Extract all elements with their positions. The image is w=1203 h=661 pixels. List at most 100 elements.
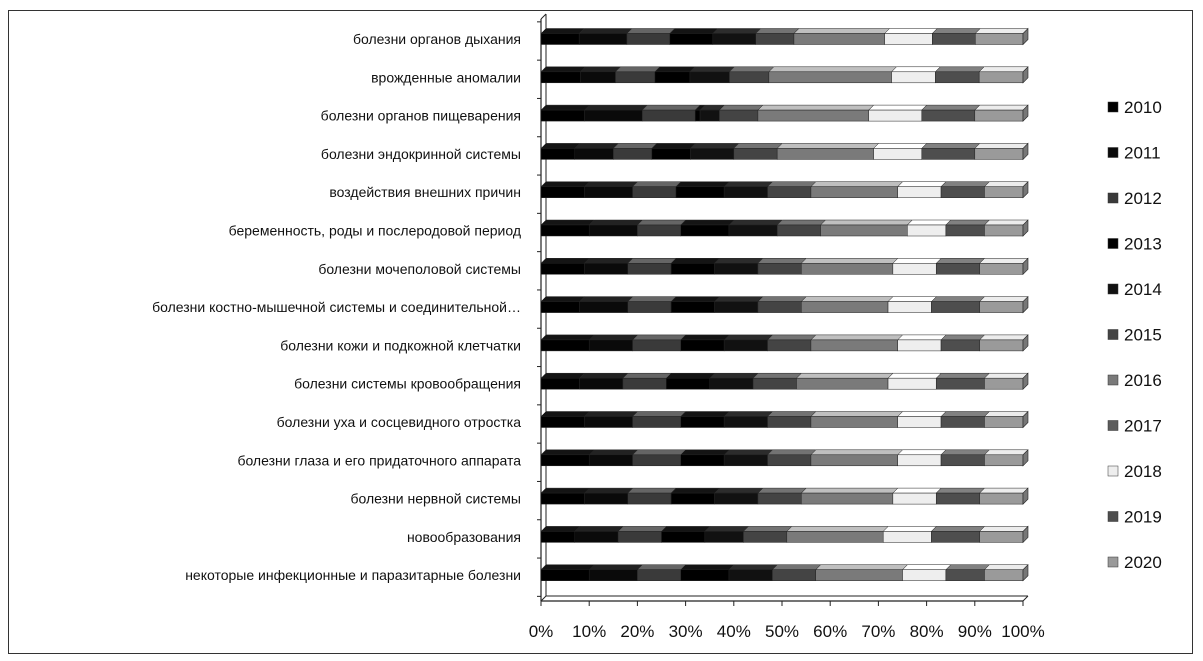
bar-segment-top xyxy=(930,526,986,532)
bar-segment-top xyxy=(670,258,721,264)
bar-segment xyxy=(810,339,898,352)
bar-segment-top xyxy=(631,181,682,187)
bar-segment-top xyxy=(728,564,778,570)
bar-segment-top xyxy=(766,411,817,417)
category-label: некоторые инфекционные и паразитарные бо… xyxy=(185,567,521,583)
bar-end-cap xyxy=(1022,27,1029,46)
bar-end-cap xyxy=(1022,372,1029,390)
bar-segment-top xyxy=(733,143,783,149)
bar-segment xyxy=(820,224,908,237)
bar-segment xyxy=(733,148,778,160)
x-tick-labels: 0% 10% 20% 30% 40% 50% 60% 70% 80% 90% 100% xyxy=(529,601,1045,641)
x-tick-label: 30% xyxy=(669,622,703,641)
bar-segment-top xyxy=(723,181,774,187)
bar-segment xyxy=(935,377,985,390)
legend-swatch xyxy=(1107,465,1119,477)
category-label: болезни органов дыхания xyxy=(353,31,521,47)
bar-segment xyxy=(723,416,768,428)
bar-segment-top xyxy=(540,296,586,302)
bar-segment-top xyxy=(583,181,639,187)
bar-segment xyxy=(984,569,1024,581)
bar-segment-top xyxy=(931,28,981,34)
bar-segment xyxy=(907,224,947,237)
bar-segment-top xyxy=(755,28,800,34)
bar-segment-top xyxy=(579,66,622,73)
bar-segment xyxy=(755,33,795,45)
legend-label: 2020 xyxy=(1124,553,1162,572)
bar-segment xyxy=(945,224,985,237)
bar-segment xyxy=(704,531,744,543)
legend-swatch xyxy=(1107,511,1119,522)
bar-segment xyxy=(584,109,643,122)
bar-end-cap xyxy=(1022,142,1029,161)
bar-segment xyxy=(743,531,788,543)
bar-segment xyxy=(723,339,768,352)
bar-segment xyxy=(935,263,980,275)
bar-segment-top xyxy=(728,219,783,226)
bar-segment-top xyxy=(709,372,759,379)
bar-segment xyxy=(588,454,633,467)
bar-segment xyxy=(540,109,585,122)
bar-segment xyxy=(719,109,759,122)
bar-segment-top xyxy=(815,564,909,570)
bar-segment-top xyxy=(627,296,677,302)
bar-end-cap xyxy=(1022,487,1029,505)
bar-segment xyxy=(868,109,923,122)
bar-segment-top xyxy=(636,219,687,226)
bar-segment xyxy=(574,531,619,543)
legend-swatch xyxy=(1107,147,1119,158)
bar-segment xyxy=(661,531,706,543)
bar-segment-top xyxy=(810,411,904,417)
bar-segment xyxy=(670,263,715,275)
bar-segment-top xyxy=(979,258,1029,264)
bar-segment-top xyxy=(934,66,985,73)
bar-segment-top xyxy=(651,143,697,149)
bar-segment xyxy=(935,492,980,505)
bar-segment xyxy=(626,33,671,45)
bar-segment xyxy=(540,224,590,237)
bar-segment xyxy=(690,148,735,160)
legend-swatch xyxy=(1107,192,1119,204)
bar-end-cap xyxy=(1022,180,1029,199)
bar-segment-top xyxy=(540,28,585,34)
bar-segment xyxy=(714,263,759,275)
bar-segment xyxy=(540,531,575,543)
bar-segment-top xyxy=(800,487,899,494)
bar-segment xyxy=(801,301,889,313)
bar-segment-top xyxy=(757,296,807,302)
bar-segment-top xyxy=(626,28,676,34)
bar-segment xyxy=(723,186,768,198)
bar-segment xyxy=(670,301,715,313)
bar-segment-top xyxy=(872,143,928,149)
bar-end-cap xyxy=(1022,563,1029,582)
legend-label: 2011 xyxy=(1124,144,1161,163)
bar-segment xyxy=(815,569,903,581)
bar-segment xyxy=(680,454,725,467)
bar-segment xyxy=(622,377,667,390)
bar-segment xyxy=(580,71,616,84)
bar-segment-top xyxy=(930,296,986,302)
bar-segment xyxy=(729,71,770,84)
bar-segment xyxy=(984,377,1024,390)
bar-segment xyxy=(540,569,590,581)
bar-segment-top xyxy=(660,526,711,532)
bar-segment-top xyxy=(588,449,639,456)
bar-segment-top xyxy=(887,296,938,302)
bar-segment-top xyxy=(983,372,1029,379)
category-label: болезни органов пищеварения xyxy=(321,108,521,124)
bar-segment-top xyxy=(540,66,587,73)
bar-segment xyxy=(579,301,629,313)
bar-segment-top xyxy=(680,219,735,226)
bar-segment-top xyxy=(540,334,595,341)
bar-segment xyxy=(892,263,937,275)
bar-end-cap xyxy=(1022,257,1029,276)
bar-segment xyxy=(757,109,870,122)
category-label: болезни уха и сосцевидного отростка xyxy=(277,414,522,430)
bar-segment xyxy=(757,492,802,505)
bar-segment xyxy=(675,186,725,198)
bar-segment-top xyxy=(983,564,1029,570)
bar-segment-top xyxy=(983,411,1029,417)
category-label: болезни системы кровообращения xyxy=(294,376,521,392)
bar-segment-top xyxy=(901,564,952,570)
bar-segment-top xyxy=(945,564,991,570)
